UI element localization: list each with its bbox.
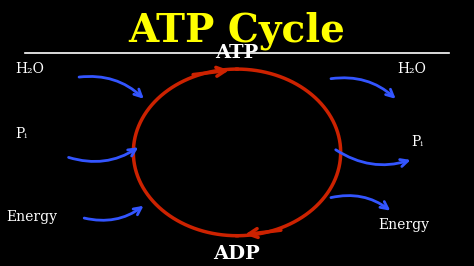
Text: ATP: ATP xyxy=(215,44,259,63)
Text: Energy: Energy xyxy=(378,218,429,232)
Text: H₂O: H₂O xyxy=(16,62,45,76)
Text: H₂O: H₂O xyxy=(397,62,426,76)
Text: Pᵢ: Pᵢ xyxy=(16,127,27,141)
Text: ADP: ADP xyxy=(214,245,260,263)
Text: Pᵢ: Pᵢ xyxy=(411,135,423,149)
Text: Energy: Energy xyxy=(6,210,57,225)
Text: ATP Cycle: ATP Cycle xyxy=(128,12,346,50)
